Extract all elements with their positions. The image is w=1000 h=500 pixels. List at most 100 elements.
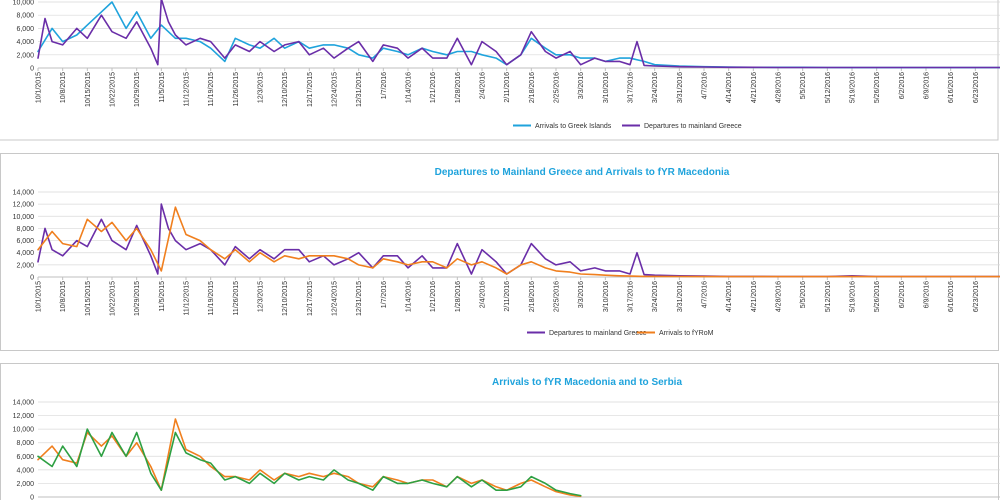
- chart-2-x-tick-label: 1/7/2016: [381, 281, 388, 308]
- chart-2-x-tick-label: 10/1/2015: [36, 281, 43, 312]
- chart-2-x-tick-label: 5/5/2016: [800, 281, 807, 308]
- chart-panel-departures-fyrom: Departures to Mainland Greece and Arriva…: [0, 153, 1000, 351]
- chart-3-series-line-series-2: [37, 428, 582, 497]
- chart-1-x-tick-label: 10/22/2015: [110, 72, 117, 107]
- chart-2-x-tick-label: 4/7/2016: [702, 281, 709, 308]
- chart-panel-3-frame: [0, 363, 999, 500]
- chart-2-x-tick-label: 10/22/2015: [110, 281, 117, 316]
- chart-2-x-tick-label: 2/11/2016: [504, 281, 511, 312]
- chart-2-x-tick-label: 6/2/2016: [899, 281, 906, 308]
- chart-1-x-tick-label: 4/28/2016: [776, 72, 783, 103]
- chart-1-x-tick-label: 3/3/2016: [578, 72, 585, 99]
- chart-1-y-tick-label: 10,000: [13, 0, 35, 7]
- chart-1-x-tick-label: 12/10/2015: [282, 72, 289, 107]
- chart-2-x-tick-label: 6/16/2016: [948, 281, 955, 312]
- chart-1-x-tick-label: 10/29/2015: [134, 72, 141, 107]
- chart-1-x-tick-label: 12/31/2015: [356, 72, 363, 107]
- chart-1-x-tick-label: 10/1/2015: [36, 72, 43, 103]
- chart-2-y-tick-label: 6,000: [16, 238, 34, 245]
- chart-1-y-tick-label: 0: [30, 66, 34, 73]
- chart-2-x-tick-label: 12/3/2015: [258, 281, 265, 312]
- chart-3-y-tick-label: 8,000: [16, 440, 34, 447]
- chart-1-y-tick-label: 8,000: [16, 13, 34, 20]
- chart-1-x-tick-label: 2/25/2016: [554, 72, 561, 103]
- chart-panel-2-frame: [0, 153, 999, 351]
- chart-1-legend: Arrivals to Greek Islands Departures to m…: [513, 123, 742, 130]
- chart-2-x-tick-label: 12/17/2015: [307, 281, 314, 316]
- chart-1-x-tick-label: 1/21/2016: [430, 72, 437, 103]
- chart-3-y-tick-label: 2,000: [16, 481, 34, 488]
- chart-3-y-axis: 0 2,000 4,000 6,000 8,000 10,000 12,000 14,000: [13, 400, 35, 500]
- chart-2-y-tick-label: 8,000: [16, 226, 34, 233]
- chart-2-x-tick-label: 4/28/2016: [776, 281, 783, 312]
- chart-2-x-tick-label: 11/5/2015: [159, 281, 166, 312]
- chart-1-x-tick-label: 4/21/2016: [751, 72, 758, 103]
- chart-1-x-tick-label: 6/16/2016: [948, 72, 955, 103]
- chart-2-x-tick-label: 1/21/2016: [430, 281, 437, 312]
- chart-1-x-tick-label: 4/14/2016: [726, 72, 733, 103]
- chart-1-y-tick-label: 6,000: [16, 26, 34, 33]
- chart-panel-fyrom-serbia: Arrivals to fYR Macedonia and to Serbia …: [0, 363, 1000, 500]
- chart-2-y-tick-label: 0: [30, 275, 34, 282]
- chart-1-x-tick-label: 2/18/2016: [529, 72, 536, 103]
- chart-1-x-tick-label: 12/3/2015: [258, 72, 265, 103]
- chart-1-x-tick-label: 5/12/2016: [825, 72, 832, 103]
- chart-2-x-tick-label: 5/12/2016: [825, 281, 832, 312]
- chart-1-x-tick-label: 12/24/2015: [332, 72, 339, 107]
- chart-1-y-tick-label: 4,000: [16, 39, 34, 46]
- chart-1-x-tick-label: 3/17/2016: [628, 72, 635, 103]
- chart-1-x-tick-label: 5/26/2016: [874, 72, 881, 103]
- chart-2-grid: [38, 191, 1000, 278]
- chart-1-x-tick-label: 12/17/2015: [307, 72, 314, 107]
- chart-3-y-tick-label: 0: [30, 495, 34, 500]
- chart-2-x-tick-label: 12/10/2015: [282, 281, 289, 316]
- chart-1-x-tick-label: 2/11/2016: [504, 72, 511, 103]
- legend-label: Arrivals to fYRoM: [659, 330, 714, 337]
- chart-2-y-tick-label: 12,000: [13, 202, 35, 209]
- chart-1-x-tick-label: 11/5/2015: [159, 72, 166, 103]
- chart-2-x-tick-label: 5/26/2016: [874, 281, 881, 312]
- chart-2-x-axis: 10/1/2015 10/8/2015 10/15/2015 10/22/2015 10…: [36, 277, 980, 316]
- chart-3-y-tick-label: 6,000: [16, 454, 34, 461]
- chart-1-y-axis: 0 2,000 4,000 6,000 8,000 10,000: [13, 0, 35, 73]
- chart-2-x-tick-label: 11/12/2015: [184, 281, 191, 316]
- chart-1-x-tick-label: 1/7/2016: [381, 72, 388, 99]
- chart-1-grid: [38, 1, 1000, 69]
- chart-2-x-tick-label: 3/17/2016: [628, 281, 635, 312]
- chart-3-y-tick-label: 14,000: [13, 400, 35, 407]
- chart-2-x-tick-label: 12/31/2015: [356, 281, 363, 316]
- chart-1-series: [37, 0, 1000, 69]
- chart-2-y-tick-label: 14,000: [13, 190, 35, 197]
- chart-2-x-tick-label: 4/14/2016: [726, 281, 733, 312]
- chart-2-x-tick-label: 3/31/2016: [677, 281, 684, 312]
- chart-panel-1-frame: [0, 0, 999, 141]
- chart-1-x-tick-label: 11/26/2015: [233, 72, 240, 107]
- chart-1-x-tick-label: 3/24/2016: [652, 72, 659, 103]
- chart-1-x-tick-label: 6/23/2016: [973, 72, 980, 103]
- chart-1-x-tick-label: 11/19/2015: [208, 72, 215, 107]
- chart-2-x-tick-label: 11/26/2015: [233, 281, 240, 316]
- chart-1-x-tick-label: 4/7/2016: [702, 72, 709, 99]
- chart-2-title: Departures to Mainland Greece and Arriva…: [435, 167, 730, 178]
- chart-1-x-tick-label: 6/2/2016: [899, 72, 906, 99]
- chart-2-x-tick-label: 2/25/2016: [554, 281, 561, 312]
- chart-2-x-tick-label: 12/24/2015: [332, 281, 339, 316]
- chart-2-x-tick-label: 2/4/2016: [480, 281, 487, 308]
- chart-2-x-tick-label: 1/28/2016: [455, 281, 462, 312]
- chart-1-series-line-departures-to-mainland-greece: [37, 0, 1000, 69]
- chart-2-series-line-arrivals-to-fyrom: [37, 206, 1000, 278]
- chart-3-y-tick-label: 10,000: [13, 427, 35, 434]
- chart-2-x-tick-label: 11/19/2015: [208, 281, 215, 316]
- chart-3-y-tick-label: 12,000: [13, 413, 35, 420]
- chart-3-title: Arrivals to fYR Macedonia and to Serbia: [492, 377, 682, 388]
- chart-2-x-tick-label: 3/24/2016: [652, 281, 659, 312]
- chart-2-x-tick-label: 2/18/2016: [529, 281, 536, 312]
- chart-2-x-tick-label: 6/23/2016: [973, 281, 980, 312]
- chart-2-x-tick-label: 5/19/2016: [850, 281, 857, 312]
- chart-2-legend: Departures to mainland Greece Arrivals to…: [527, 330, 714, 337]
- chart-2-y-tick-label: 10,000: [13, 214, 35, 221]
- legend-label: Departures to mainland Greece: [549, 330, 647, 337]
- chart-2-x-tick-label: 3/10/2016: [603, 281, 610, 312]
